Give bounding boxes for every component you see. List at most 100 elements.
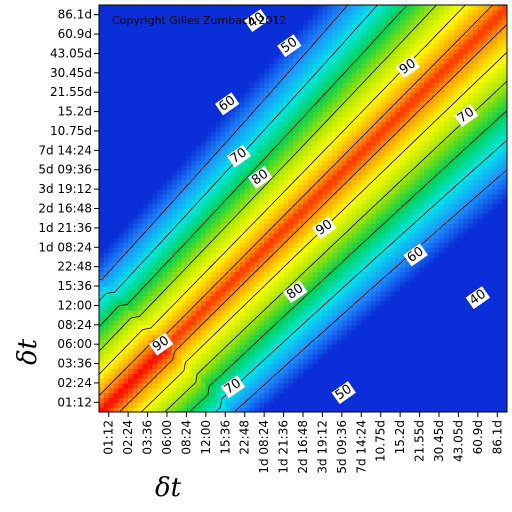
heatmap-cell	[273, 378, 280, 384]
heatmap-cell	[283, 344, 290, 350]
heatmap-cell	[167, 67, 173, 74]
heatmap-cell	[162, 305, 168, 311]
heatmap-cell	[283, 329, 290, 336]
heatmap-cell	[288, 334, 294, 340]
heatmap-cell	[186, 106, 192, 113]
heatmap-cell	[264, 198, 270, 205]
heatmap-cell	[142, 252, 149, 258]
heatmap-cell	[337, 349, 343, 355]
heatmap-cell	[337, 353, 343, 360]
heatmap-cell	[133, 126, 139, 132]
heatmap-cell	[205, 48, 212, 55]
heatmap-cell	[167, 29, 173, 35]
heatmap-cell	[128, 344, 134, 350]
heatmap-cell	[181, 373, 188, 379]
heatmap-cell	[351, 310, 358, 316]
heatmap-cell	[337, 198, 343, 205]
heatmap-cell	[259, 344, 265, 350]
heatmap-cell	[273, 193, 280, 200]
heatmap-cell	[322, 126, 328, 132]
heatmap-cell	[235, 300, 241, 307]
heatmap-cell	[278, 310, 285, 316]
heatmap-cell	[181, 145, 188, 151]
heatmap-cell	[201, 101, 207, 108]
heatmap-cell	[380, 407, 387, 412]
heatmap-cell	[201, 130, 207, 137]
heatmap-cell	[307, 387, 314, 394]
heatmap-cell	[264, 150, 270, 156]
heatmap-cell	[356, 189, 362, 195]
heatmap-cell	[157, 392, 163, 399]
heatmap-cell	[137, 295, 144, 302]
heatmap-cell	[278, 160, 285, 166]
heatmap-cell	[205, 281, 212, 287]
heatmap-cell	[259, 184, 265, 190]
heatmap-cell	[162, 276, 168, 282]
heatmap-cell	[113, 232, 120, 239]
heatmap-cell	[118, 271, 124, 277]
heatmap-cell	[201, 34, 207, 40]
heatmap-cell	[123, 48, 129, 55]
heatmap-cell	[118, 252, 124, 258]
heatmap-cell	[225, 227, 231, 234]
heatmap-cell	[288, 9, 294, 16]
heatmap-cell	[366, 97, 372, 103]
heatmap-cell	[351, 266, 358, 273]
heatmap-cell	[133, 67, 139, 74]
heatmap-cell	[220, 179, 226, 185]
heatmap-cell	[317, 5, 324, 11]
heatmap-cell	[293, 29, 299, 35]
heatmap-cell	[322, 281, 328, 287]
heatmap-cell	[273, 174, 280, 181]
heatmap-cell	[152, 368, 158, 374]
heatmap-cell	[254, 387, 260, 394]
heatmap-cell	[346, 353, 353, 360]
heatmap-cell	[157, 227, 163, 234]
heatmap-cell	[351, 121, 358, 127]
heatmap-cell	[380, 29, 387, 35]
heatmap-cell	[162, 256, 168, 263]
heatmap-cell	[152, 58, 158, 64]
heatmap-cell	[337, 300, 343, 307]
heatmap-cell	[269, 29, 275, 35]
heatmap-cell	[225, 324, 231, 331]
heatmap-cell	[371, 218, 377, 224]
heatmap-cell	[361, 402, 367, 408]
heatmap-cell	[346, 218, 353, 224]
heatmap-cell	[103, 349, 110, 355]
heatmap-cell	[118, 227, 124, 234]
heatmap-cell	[337, 58, 343, 64]
heatmap-cell	[128, 48, 134, 55]
heatmap-cell	[133, 5, 139, 11]
heatmap-cell	[298, 223, 304, 229]
heatmap-cell	[133, 256, 139, 263]
heatmap-cell	[123, 392, 129, 399]
heatmap-cell	[123, 5, 129, 11]
heatmap-cell	[327, 358, 333, 365]
heatmap-cell	[293, 87, 299, 93]
heatmap-cell	[259, 324, 265, 331]
heatmap-cell	[142, 169, 149, 176]
heatmap-cell	[254, 266, 260, 273]
heatmap-cell	[113, 184, 120, 190]
heatmap-cell	[278, 261, 285, 268]
heatmap-cell	[108, 242, 115, 248]
heatmap-cell	[380, 387, 387, 394]
heatmap-cell	[137, 160, 144, 166]
heatmap-cell	[312, 329, 319, 336]
heatmap-cell	[171, 223, 178, 229]
heatmap-cell	[322, 135, 328, 142]
heatmap-cell	[278, 72, 285, 79]
heatmap-cell	[108, 48, 115, 55]
heatmap-cell	[162, 92, 168, 98]
heatmap-cell	[341, 315, 348, 321]
heatmap-cell	[123, 140, 129, 147]
heatmap-cell	[337, 145, 343, 151]
heatmap-cell	[186, 213, 192, 219]
heatmap-cell	[147, 349, 154, 355]
heatmap-cell	[201, 53, 207, 59]
heatmap-cell	[322, 77, 328, 84]
heatmap-cell	[171, 213, 178, 219]
heatmap-cell	[351, 111, 358, 118]
heatmap-cell	[220, 198, 226, 205]
